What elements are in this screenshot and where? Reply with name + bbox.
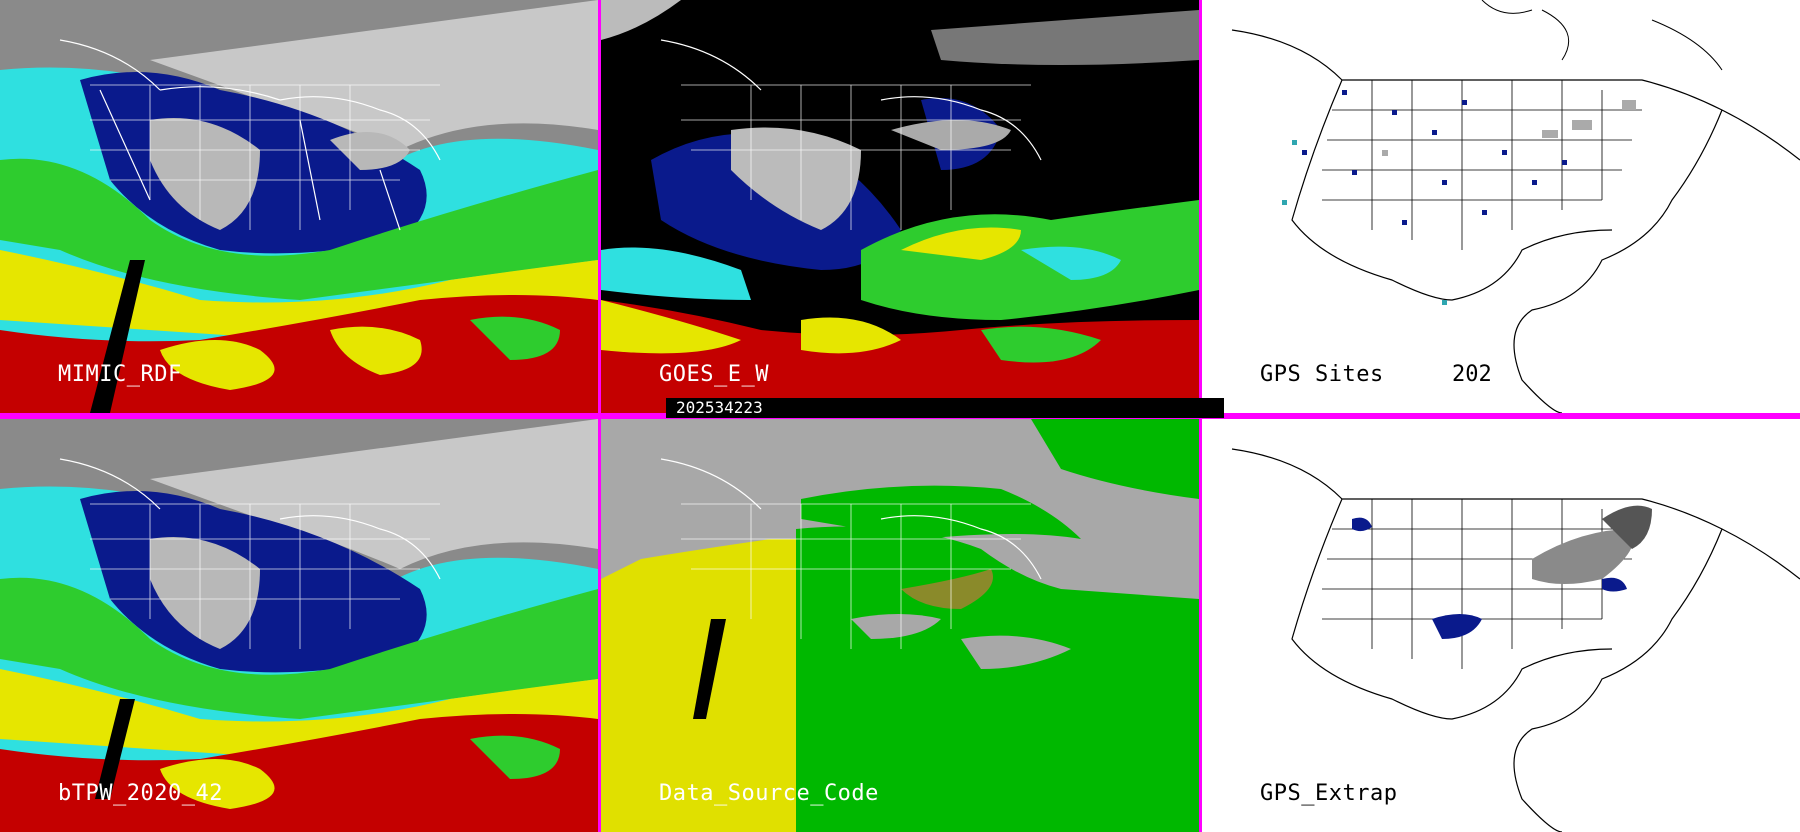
timestamp-text: 202534223 (676, 398, 763, 417)
timestamp-bar: 202534223 (666, 398, 1224, 418)
panel-gps-sites: GPS Sites 202 (1202, 0, 1800, 413)
gps-extrap-map (1231, 448, 1800, 832)
gps-site-map (1231, 0, 1800, 413)
tpw-field-map (0, 419, 598, 832)
gps-site-count: 202 (1452, 362, 1492, 387)
panel-goes-e-w: GOES_E_W (601, 0, 1199, 413)
tpw-field-map (601, 0, 1199, 413)
panel-gps-extrap: GPS_Extrap (1202, 419, 1800, 832)
panel-btpw-2020-42: bTPW_2020_42 (0, 419, 598, 832)
data-source-map (601, 419, 1199, 832)
panel-label: Data_Source_Code (659, 781, 879, 806)
panel-data-source-code: Data_Source_Code (601, 419, 1199, 832)
panel-label: GOES_E_W (659, 362, 769, 387)
panel-label: MIMIC_RDF (58, 362, 182, 387)
tpw-field-map (0, 0, 598, 413)
panel-label: bTPW_2020_42 (58, 781, 223, 806)
panel-label: GPS_Extrap (1260, 781, 1398, 806)
panel-label: GPS Sites (1260, 362, 1384, 387)
panel-mimic-rdf: MIMIC_RDF (0, 0, 598, 413)
